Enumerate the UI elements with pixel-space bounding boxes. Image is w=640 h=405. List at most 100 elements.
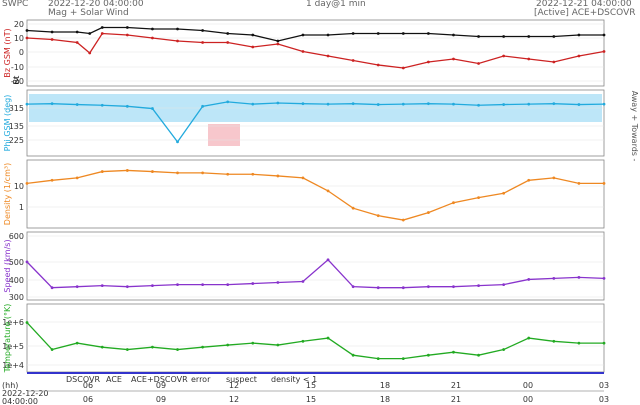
data-point	[401, 286, 405, 290]
data-point	[477, 35, 480, 38]
data-point	[176, 283, 179, 286]
y-tick-label: 400	[9, 276, 24, 285]
data-point	[75, 41, 79, 44]
data-point	[426, 211, 430, 214]
data-point	[25, 321, 29, 324]
data-point	[226, 100, 230, 104]
x-tick-label-bottom: 15	[306, 395, 316, 404]
data-point	[602, 33, 606, 37]
y-tick-label: 500	[9, 258, 24, 267]
data-point	[326, 33, 330, 37]
data-point	[577, 33, 581, 37]
data-point	[602, 182, 606, 185]
data-point	[251, 172, 255, 176]
data-point	[25, 102, 29, 106]
data-point	[401, 218, 405, 222]
data-point	[50, 38, 54, 41]
data-point	[527, 102, 531, 106]
y-tick-label: 300	[9, 293, 24, 302]
data-point	[100, 284, 104, 288]
y-tick-label: 1e+6	[2, 318, 24, 327]
data-point	[151, 170, 154, 173]
data-point	[552, 277, 556, 280]
data-point	[301, 33, 305, 37]
data-point	[301, 280, 305, 283]
y-tick-label: -10	[11, 63, 24, 72]
data-point	[602, 102, 606, 106]
data-point	[276, 281, 280, 284]
data-point	[602, 341, 606, 345]
data-point	[251, 102, 255, 106]
data-point	[226, 41, 230, 44]
data-point	[50, 348, 54, 351]
data-point	[527, 57, 531, 61]
data-point	[452, 57, 455, 61]
data-point	[527, 178, 531, 182]
data-point	[226, 32, 230, 35]
data-point	[125, 33, 129, 37]
data-point	[452, 285, 455, 289]
data-point	[602, 50, 606, 53]
data-point	[226, 172, 230, 176]
data-point	[477, 62, 480, 65]
legend-item: ACE+DSCOVR	[131, 375, 188, 384]
data-point	[301, 102, 305, 106]
hh-label: (hh)	[2, 381, 18, 390]
x-tick-label: 03	[599, 381, 609, 390]
data-point	[426, 353, 430, 357]
data-point	[301, 339, 305, 343]
data-point	[176, 39, 179, 43]
data-point	[401, 66, 405, 70]
y-tick-label: 1	[19, 203, 24, 212]
data-point	[100, 32, 104, 35]
data-point	[577, 103, 581, 106]
data-point	[226, 343, 230, 347]
data-point	[477, 196, 480, 200]
series-line-speed	[26, 258, 605, 289]
data-point	[376, 63, 380, 67]
series-line-temperature	[26, 322, 604, 360]
data-point	[50, 178, 54, 182]
data-point	[552, 35, 556, 38]
data-point	[251, 33, 255, 37]
data-point	[100, 170, 104, 173]
data-point	[577, 54, 581, 58]
data-point	[477, 284, 480, 288]
y-axis-label: Phi GSM (deg)	[3, 95, 12, 152]
data-point	[201, 41, 205, 44]
data-point	[351, 206, 355, 210]
data-point	[75, 176, 79, 180]
y-axis-label: Speed (km/s)	[3, 239, 12, 292]
data-point	[552, 102, 556, 106]
data-point	[502, 283, 506, 286]
data-point	[502, 348, 506, 351]
data-point	[151, 345, 154, 349]
x-tick-label-bottom: 12	[229, 395, 239, 404]
data-point	[100, 26, 104, 29]
data-point	[477, 103, 480, 107]
data-point	[552, 339, 556, 343]
legend-item: density < 1	[271, 375, 317, 384]
legend-item: suspect	[226, 375, 257, 384]
data-point	[176, 348, 179, 351]
data-point	[25, 260, 29, 264]
data-point	[452, 102, 455, 106]
data-point	[151, 36, 154, 40]
data-point	[88, 51, 92, 55]
data-point	[452, 350, 455, 354]
data-point	[176, 27, 179, 31]
data-point	[125, 26, 129, 29]
data-point	[201, 283, 205, 286]
data-point	[75, 285, 79, 289]
data-point	[100, 103, 104, 107]
data-point	[502, 54, 506, 58]
data-point	[125, 169, 129, 172]
x-tick-label: 06	[83, 381, 93, 390]
data-point	[151, 107, 154, 110]
data-point	[452, 201, 455, 205]
data-point	[426, 102, 430, 106]
x-tick-label-bottom: 03	[599, 395, 609, 404]
data-point	[426, 60, 430, 64]
data-point	[125, 285, 129, 289]
data-point	[452, 33, 455, 37]
